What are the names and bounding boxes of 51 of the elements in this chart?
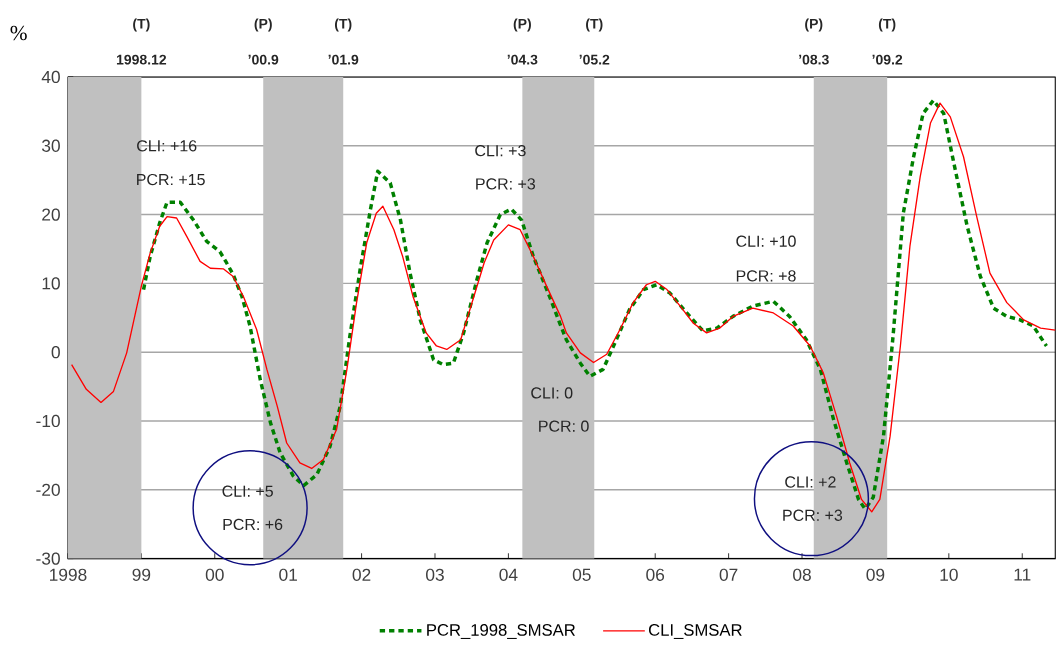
annotation: CLI: +2 [785, 476, 836, 488]
x-tick-label: 11 [1014, 568, 1031, 581]
y-tick-label: 10 [42, 277, 60, 290]
x-tick-label: 99 [132, 568, 151, 582]
x-tick-label: 02 [352, 568, 371, 582]
annotation: CLI: +16 [137, 140, 197, 152]
text: ’08.3 [799, 54, 829, 65]
text: 1998.12 [116, 54, 167, 65]
x-tick-label: 03 [426, 568, 444, 582]
annotation: CLI: 0 [531, 387, 573, 399]
legend-label: CLI_SMSAR [648, 624, 742, 640]
text: ’09.2 [872, 54, 903, 65]
y-tick-label: 30 [41, 139, 60, 153]
legend-label: PCR_1998_SMSAR [427, 624, 576, 640]
annotation: CLI: +10 [736, 235, 796, 248]
annotation: PCR: 0 [539, 420, 589, 433]
x-tick-label: 07 [719, 568, 738, 582]
annotation: PCR: +3 [476, 178, 536, 190]
x-tick-label: 04 [499, 568, 518, 582]
x-tick-label: 06 [646, 568, 665, 582]
text: ’05.2 [579, 54, 610, 65]
text: ’00.9 [248, 54, 279, 65]
x-tick-label: 09 [866, 568, 885, 582]
annotation: CLI: +5 [222, 485, 273, 498]
x-tick-label: 01 [279, 568, 297, 582]
y-tick-label: -10 [36, 415, 60, 428]
x-tick-label: 05 [572, 568, 591, 582]
text: (T) [586, 18, 603, 32]
x-tick-label: 00 [205, 568, 224, 582]
y-axis-title: % [10, 26, 27, 41]
annotation: CLI: +3 [475, 145, 526, 157]
annotation: PCR: +8 [736, 270, 796, 282]
text: ’04.3 [507, 54, 538, 65]
x-tick-label: 08 [793, 568, 811, 582]
y-tick-label: -20 [36, 483, 60, 497]
text: (P) [805, 18, 823, 32]
x-tick-label: 1998 [50, 568, 87, 582]
text: ’01.9 [328, 54, 359, 65]
x-tick-label: 10 [940, 568, 958, 582]
text: (P) [513, 18, 531, 32]
text: (T) [133, 18, 150, 32]
y-tick-label: -30 [36, 552, 60, 565]
text: (P) [254, 18, 272, 32]
y-tick-label: 40 [41, 71, 60, 84]
annotation: PCR: +6 [223, 518, 283, 531]
text: (T) [878, 18, 896, 32]
y-tick-label: 0 [51, 346, 60, 359]
text: (T) [334, 18, 352, 32]
y-tick-label: 20 [42, 208, 60, 221]
annotation: PCR: +3 [783, 509, 843, 522]
annotation: PCR: +15 [137, 174, 205, 186]
